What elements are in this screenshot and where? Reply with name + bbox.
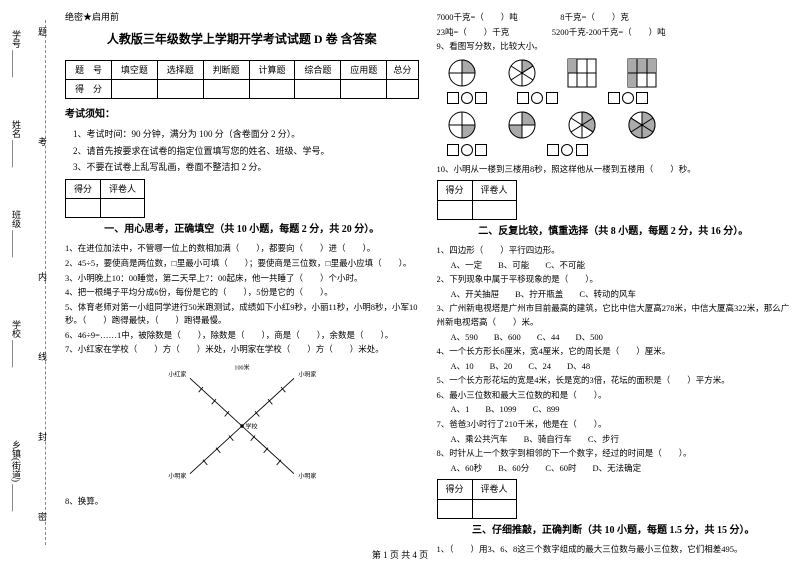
grid-fraction-1 — [567, 58, 597, 88]
grid-fraction-2 — [627, 58, 657, 88]
s2-q8: 8、时针从上一个数字到相邻的下一个数字，经过的时间是（ ）。 — [437, 447, 791, 461]
score-h4: 计算题 — [249, 60, 295, 79]
circle-fraction-4 — [507, 110, 537, 140]
score-h2: 选择题 — [157, 60, 203, 79]
s1-q2: 2、45÷5，要使商是两位数，□里最小可填（ ）；要使商是三位数，□里最小应填（… — [65, 257, 419, 271]
notice-3: 3、不要在试卷上乱写乱画，卷面不整洁扣 2 分。 — [73, 160, 419, 174]
circle-fraction-1 — [447, 58, 477, 88]
section3-title: 三、仔细推敲，正确判断（共 10 小题，每题 1.5 分，共 15 分）。 — [437, 523, 791, 539]
s1-q8: 8、换算。 — [65, 495, 419, 509]
secret-mark: 绝密★启用前 — [65, 10, 419, 24]
s2-q7: 7、爸爸3小时行了210千米，他是在（ ）。 — [437, 418, 791, 432]
margin-mark-1: 考 — [38, 135, 47, 148]
margin-mark-5: 密 — [38, 510, 47, 523]
notice-2: 2、请首先按要求在试卷的指定位置填写您的姓名、班级、学号。 — [73, 144, 419, 158]
s1-q6: 6、46÷9=……1中，被除数是（ ），除数是（ ），商是（ ），余数是（ ）。 — [65, 329, 419, 343]
score-h7: 总分 — [387, 60, 418, 79]
s1-q8-l1: 7000千克=（ ）吨 8千克=（ ）克 — [437, 11, 791, 25]
score-h5: 综合题 — [295, 60, 341, 79]
side-label-school: 学校 ______ — [10, 320, 23, 367]
svg-text:100米: 100米 — [234, 364, 249, 372]
notice-heading: 考试须知： — [65, 107, 419, 123]
svg-text:小明家: 小明家 — [298, 371, 316, 379]
score-r0: 得 分 — [66, 79, 112, 98]
mark-table-3: 得分评卷人 — [437, 479, 517, 519]
s2-q1: 1、四边形（ ）平行四边形。 — [437, 244, 791, 258]
svg-text:学校: 学校 — [245, 423, 257, 431]
section1-title: 一、用心思考，正确填空（共 10 小题，每题 2 分，共 20 分）。 — [65, 222, 419, 238]
s1-q4: 4、把一根绳子平均分成6份，每份是它的（ ），5份是它的（ ）。 — [65, 286, 419, 300]
svg-text:小红家: 小红家 — [168, 371, 186, 379]
margin-mark-3: 线 — [38, 350, 47, 363]
margin-mark-0: 题 — [38, 25, 47, 38]
s1-q10: 10、小明从一楼到三楼用8秒，照这样他从一楼到五楼用（ ）秒。 — [437, 163, 791, 177]
side-label-town: 乡镇(街道) ______ — [10, 440, 23, 511]
side-label-name: 姓名 ______ — [10, 120, 23, 167]
score-table: 题 号 填空题 选择题 判断题 计算题 综合题 应用题 总分 得 分 — [65, 60, 419, 100]
section2-title: 二、反复比较，慎重选择（共 8 小题，每题 2 分，共 16 分）。 — [437, 224, 791, 240]
right-column: 7000千克=（ ）吨 8千克=（ ）克 23吨=（ ）千克 5200千克-20… — [437, 10, 791, 545]
mark-table-2: 得分评卷人 — [437, 180, 517, 220]
fraction-shapes-row1 — [447, 58, 791, 88]
margin-mark-4: 封 — [38, 430, 47, 443]
s2-q4: 4、一个长方形长6厘米，宽4厘米，它的周长是（ ）厘米。 — [437, 345, 791, 359]
margin-mark-2: 内 — [38, 270, 47, 283]
circle-fraction-2 — [507, 58, 537, 88]
s1-q5: 5、体育老师对第一小组同学进行50米跑测试，成绩如下小红9秒，小丽11秒，小明8… — [65, 301, 419, 328]
score-h6: 应用题 — [341, 60, 387, 79]
s1-q9: 9、看图写分数，比较大小。 — [437, 40, 791, 54]
paper-title: 人教版三年级数学上学期开学考试试题 D 卷 含答案 — [65, 30, 419, 49]
s2-q6: 6、最小三位数和最大三位数的和是（ ）。 — [437, 389, 791, 403]
side-label-class: 班级 ______ — [10, 210, 23, 257]
s2-q5: 5、一个长方形花坛的宽是4米，长是宽的3倍，花坛的面积是（ ）平方米。 — [437, 374, 791, 388]
compare-row-1 — [447, 90, 791, 104]
score-h1: 填空题 — [111, 60, 157, 79]
notice-1: 1、考试时间：90 分钟，满分为 100 分（含卷面分 2 分）。 — [73, 127, 419, 141]
svg-text:小明家: 小明家 — [168, 472, 186, 480]
fraction-shapes-row2 — [447, 110, 791, 140]
left-column: 绝密★启用前 人教版三年级数学上学期开学考试试题 D 卷 含答案 题 号 填空题… — [65, 10, 419, 545]
s1-q7: 7、小红家在学校（ ）方（ ）米处，小明家在学校（ ）方（ ）米处。 — [65, 343, 419, 357]
svg-text:小明家: 小明家 — [298, 472, 316, 480]
s2-q2: 2、下列现象中属于平移现象的是（ ）。 — [437, 273, 791, 287]
circle-fraction-5 — [567, 110, 597, 140]
score-h3: 判断题 — [203, 60, 249, 79]
page-footer: 第 1 页 共 4 页 — [0, 548, 800, 561]
mark-table-1: 得分评卷人 — [65, 179, 145, 219]
s1-q8-l2: 23吨=（ ）千克 5200千克-200千克=（ ）吨 — [437, 26, 791, 40]
direction-diagram: 100米 小明家 小明家 小明家 小红家 学校 — [152, 361, 332, 491]
side-label-xuehao: 学号 ______ — [10, 30, 23, 77]
s2-q3: 3、广州新电视塔是广州市目前最高的建筑，它比中信大厦高278米，中信大厦高322… — [437, 302, 791, 329]
s1-q3: 3、小明晚上10：00睡觉，第二天早上7：00起床，他一共睡了（ ）个小时。 — [65, 272, 419, 286]
score-h0: 题 号 — [66, 60, 112, 79]
circle-fraction-3 — [447, 110, 477, 140]
circle-fraction-6 — [627, 110, 657, 140]
s1-q1: 1、在进位加法中，不管哪一位上的数相加满（ ），都要向（ ）进（ ）。 — [65, 242, 419, 256]
compare-row-2 — [447, 142, 791, 156]
